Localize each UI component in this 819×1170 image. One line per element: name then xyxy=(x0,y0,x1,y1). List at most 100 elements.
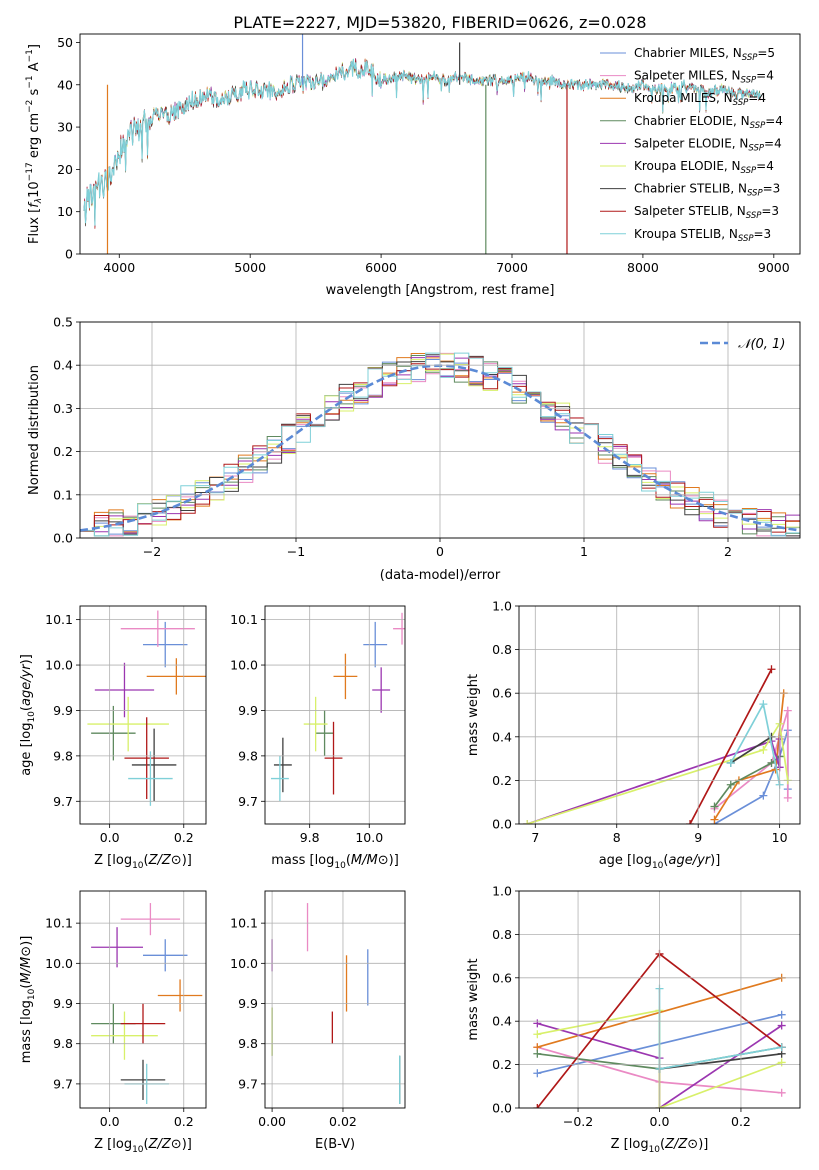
legend-entry: Salpeter ELODIE, NSSP=4 xyxy=(634,136,782,153)
y-tick-label: 0.2 xyxy=(492,773,512,788)
legend-entry: Salpeter MILES, NSSP=4 xyxy=(634,69,774,86)
weight-line-kroupa-elodie xyxy=(526,721,789,824)
errorbar-salpeter-elodie xyxy=(94,662,155,718)
x-tick-label: 10 xyxy=(772,830,788,845)
x-tick-label: 0.00 xyxy=(258,1114,286,1129)
x-tick-label: 8 xyxy=(613,830,621,845)
y-tick-label: 0.2 xyxy=(53,444,73,459)
mass-vs-Z-plot-area xyxy=(91,903,203,1104)
legend-entry: Chabrier STELIB, NSSP=3 xyxy=(634,182,780,199)
axes-frame xyxy=(79,33,801,255)
age-vs-mass-panel: 9.8 10.0 9.7 9.8 9.9 10.0 10.1 mass [log10(M/M⊙… xyxy=(230,605,406,871)
age-vs-Z-panel: 0.0 0.2 9.7 9.8 9.9 10.0 10.1 Z [log10(Z/Z⊙)] ag… xyxy=(19,605,207,871)
spectrum-panel: 4000 5000 6000 7000 8000 9000 0 10 20 30 40 50 Chabr… xyxy=(25,33,801,298)
weight-marker xyxy=(783,706,792,715)
weight-marker xyxy=(533,1030,542,1039)
errorbar-kroupa-miles xyxy=(146,658,206,695)
y-tick-label: 10.0 xyxy=(45,658,73,673)
weight-marker xyxy=(767,758,776,767)
errorbar-chabrier-elodie xyxy=(315,710,334,756)
errorbar-kroupa-miles xyxy=(333,653,358,700)
y-tick-label: 30 xyxy=(57,120,73,135)
x-tick-label: −2 xyxy=(143,544,161,559)
weight-marker xyxy=(686,820,695,824)
errorbar-kroupa-miles xyxy=(157,979,203,1012)
errorbar-chabrier-stelib xyxy=(131,728,177,802)
errorbar-salpeter-miles xyxy=(120,903,181,936)
axes-frame xyxy=(79,890,207,1109)
errorbar-salpeter-elodie xyxy=(91,927,143,968)
weight-marker xyxy=(726,758,735,767)
weight-line-chabrier-stelib xyxy=(659,1052,782,1070)
y-tick-label: 10.1 xyxy=(45,916,73,931)
weight-marker xyxy=(777,1021,786,1030)
legend-entry: Kroupa MILES, NSSP=4 xyxy=(634,91,766,108)
errorbar-chabrier-miles xyxy=(143,939,188,972)
y-tick-label: 0.6 xyxy=(492,686,512,701)
errorbar-salpeter-stelib xyxy=(124,717,169,800)
errorbar-chabrier-stelib xyxy=(120,1059,166,1100)
weight-marker xyxy=(533,1049,542,1058)
y-tick-label: 0.2 xyxy=(492,1057,512,1072)
legend-entry: Kroupa ELODIE, NSSP=4 xyxy=(634,159,774,176)
y-tick-label: 1.0 xyxy=(492,599,512,614)
y-tick-label: 9.9 xyxy=(238,703,258,718)
spectrum-y-label: Flux [fλ10−17 erg cm−2 s−1 A−1] xyxy=(25,44,44,244)
y-tick-label: 0.0 xyxy=(492,1101,512,1116)
y-tick-label: 0 xyxy=(65,247,73,262)
figure-title: PLATE=2227, MJD=53820, FIBERID=0626, z=0… xyxy=(233,13,646,32)
weight-line-chabrier-elodie xyxy=(713,755,781,808)
y-tick-label: 0.5 xyxy=(53,315,73,330)
y-tick-label: 10.0 xyxy=(230,956,258,971)
x-tick-label: 1 xyxy=(580,544,588,559)
x-tick-label: 0.0 xyxy=(100,830,120,845)
weight-marker xyxy=(759,700,768,709)
age-vs-mass-plot-area xyxy=(270,612,405,802)
weight-marker xyxy=(777,1088,786,1097)
weight-marker xyxy=(777,1058,786,1067)
spectrum-legend: Chabrier MILES, NSSP=5 Salpeter MILES, NS… xyxy=(600,46,783,244)
spectrum-plot-area xyxy=(83,34,761,254)
y-tick-label: 40 xyxy=(57,77,73,92)
weight-marker xyxy=(523,820,532,824)
y-tick-label: 0.4 xyxy=(53,358,73,373)
mass-vs-ebv-panel: 0.00 0.02 9.7 9.8 9.9 10.0 10.1 E(B-V) xyxy=(230,890,406,1152)
y-tick-label: 0.0 xyxy=(492,817,512,832)
y-tick-label: 50 xyxy=(57,35,73,50)
y-tick-label: 0.3 xyxy=(53,401,73,416)
weight-marker xyxy=(767,665,776,674)
axes-frame xyxy=(518,605,801,825)
x-tick-label: 9 xyxy=(694,830,702,845)
errorbar-kroupa-stelib xyxy=(128,751,173,806)
x-tick-label: 4000 xyxy=(103,260,135,275)
x-tick-label: 2 xyxy=(724,544,732,559)
legend-entry: Salpeter STELIB, NSSP=3 xyxy=(634,204,779,221)
x-tick-label: 8000 xyxy=(627,260,659,275)
y-tick-label: 0.4 xyxy=(492,1014,512,1029)
axes-frame xyxy=(79,605,207,825)
errorbar-salpeter-miles xyxy=(393,612,405,645)
weight-marker xyxy=(533,1069,542,1078)
errorbar-salpeter-stelib xyxy=(324,721,343,795)
weight-marker xyxy=(759,745,768,754)
weight-line-chabrier-stelib xyxy=(730,736,772,764)
weight-vs-age-y-label: mass weight xyxy=(466,674,481,756)
errorbar-kroupa-stelib xyxy=(270,755,289,802)
x-tick-label: 7000 xyxy=(496,260,528,275)
y-tick-label: 9.7 xyxy=(53,794,73,809)
y-tick-label: 10.1 xyxy=(45,612,73,627)
mass-vs-Z-x-label: Z [log10(Z/Z⊙)] xyxy=(94,1137,192,1155)
weight-marker xyxy=(533,1104,542,1108)
x-tick-label: 9.8 xyxy=(300,830,320,845)
weight-marker xyxy=(777,1043,786,1052)
weight-vs-age-x-label: age [log10(age/yr)] xyxy=(599,853,721,871)
errorbar-chabrier-stelib xyxy=(273,737,292,793)
y-tick-label: 10.1 xyxy=(230,916,258,931)
errorbar-chabrier-miles xyxy=(363,621,388,668)
x-tick-label: 0.0 xyxy=(650,1114,670,1129)
weight-vs-Z-y-label: mass weight xyxy=(466,958,481,1040)
weight-marker xyxy=(726,780,735,789)
weight-marker xyxy=(783,793,792,802)
y-tick-label: 0.0 xyxy=(53,531,73,546)
